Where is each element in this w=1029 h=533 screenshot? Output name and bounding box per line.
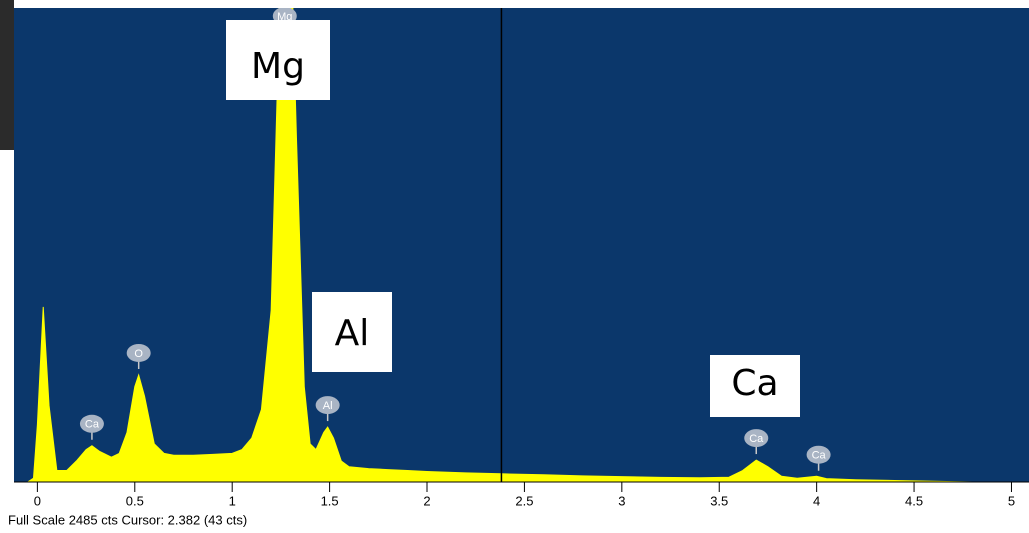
annotation: Mg bbox=[251, 46, 305, 87]
peak-label-text: Ca bbox=[812, 450, 827, 462]
x-tick-label: 5 bbox=[1008, 493, 1015, 508]
background-image bbox=[0, 0, 14, 150]
peak-label-text: O bbox=[134, 348, 143, 360]
peak-label-text: Ca bbox=[85, 419, 100, 431]
x-tick-label: 0 bbox=[34, 493, 41, 508]
peak-label-text: Ca bbox=[749, 433, 764, 445]
x-tick-label: 2 bbox=[423, 493, 430, 508]
x-tick-label: 1 bbox=[229, 493, 236, 508]
x-tick-label: 3 bbox=[618, 493, 625, 508]
peak-label-text: Al bbox=[323, 400, 333, 412]
x-tick-label: 3.5 bbox=[710, 493, 728, 508]
chart: Ca O Mg Al Ca Ca Full Scale 2485 cts Cursor: … bbox=[0, 0, 1029, 533]
x-tick-label: 2.5 bbox=[515, 493, 533, 508]
x-tick-label: 4.5 bbox=[905, 493, 923, 508]
x-tick-label: 4 bbox=[813, 493, 820, 508]
plot-area bbox=[14, 8, 1029, 482]
annotation: Ca bbox=[731, 363, 778, 404]
annotation: Al bbox=[335, 313, 370, 354]
status-text: Full Scale 2485 cts Cursor: 2.382 (43 ct… bbox=[8, 512, 247, 527]
x-tick-label: 0.5 bbox=[126, 493, 144, 508]
x-tick-label: 1.5 bbox=[321, 493, 339, 508]
